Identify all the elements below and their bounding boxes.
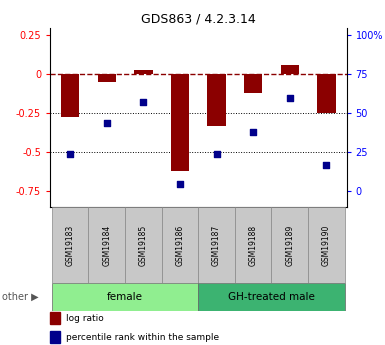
Bar	[134, 70, 152, 75]
Text: GSM19184: GSM19184	[102, 224, 111, 266]
Bar	[317, 75, 335, 114]
Bar	[198, 207, 235, 283]
Bar	[308, 207, 345, 283]
Text: GSM19190: GSM19190	[322, 224, 331, 266]
Bar	[235, 207, 271, 283]
Point	[214, 151, 220, 157]
Bar	[198, 283, 345, 310]
Text: GSM19189: GSM19189	[285, 224, 294, 266]
Text: GSM19186: GSM19186	[176, 224, 184, 266]
Text: GSM19188: GSM19188	[249, 224, 258, 266]
Text: female: female	[107, 292, 143, 302]
Bar	[208, 75, 226, 126]
Point	[104, 120, 110, 126]
Bar	[61, 75, 79, 117]
Point	[67, 151, 73, 157]
Point	[140, 100, 146, 105]
Bar	[98, 75, 116, 82]
Text: log ratio: log ratio	[66, 314, 104, 323]
Text: GSM19187: GSM19187	[212, 224, 221, 266]
Point	[287, 95, 293, 100]
Bar	[162, 207, 198, 283]
Bar	[89, 207, 125, 283]
Text: GH-treated male: GH-treated male	[228, 292, 315, 302]
Point	[250, 129, 256, 135]
Text: other ▶: other ▶	[2, 292, 38, 302]
Point	[177, 181, 183, 186]
Bar	[52, 207, 89, 283]
Bar	[50, 331, 60, 343]
Text: GSM19185: GSM19185	[139, 224, 148, 266]
Bar	[281, 65, 299, 75]
Title: GDS863 / 4.2.3.14: GDS863 / 4.2.3.14	[141, 12, 256, 25]
Bar	[244, 75, 262, 93]
Bar	[52, 283, 198, 310]
Bar	[171, 75, 189, 171]
Bar	[125, 207, 162, 283]
Text: GSM19183: GSM19183	[66, 224, 75, 266]
Bar	[50, 312, 60, 324]
Bar	[271, 207, 308, 283]
Point	[323, 162, 330, 168]
Text: percentile rank within the sample: percentile rank within the sample	[66, 333, 219, 342]
